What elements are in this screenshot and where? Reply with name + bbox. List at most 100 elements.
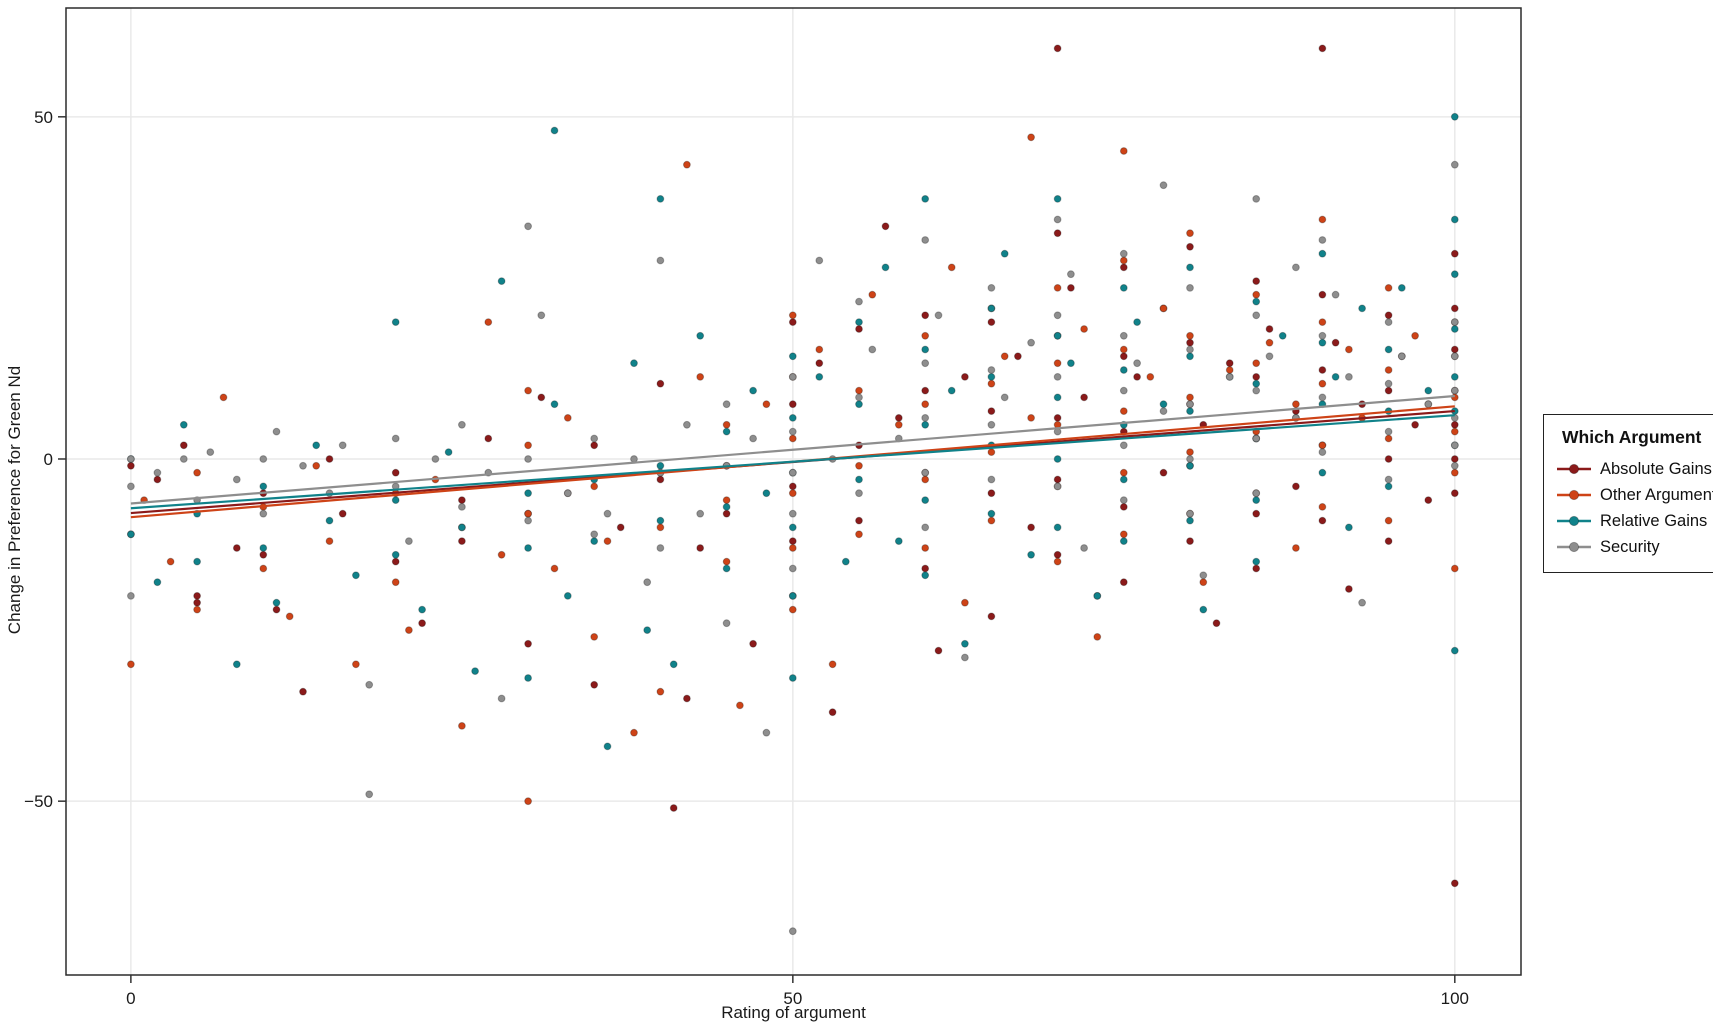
data-point [921,386,930,395]
data-point [590,434,599,443]
data-point [497,694,506,703]
data-point [722,420,731,429]
data-point [312,461,321,470]
x-tick-label: 0 [126,989,135,1008]
data-point [1053,550,1062,559]
data-point [656,516,665,525]
data-point [193,598,202,607]
data-point [1252,290,1261,299]
data-point [788,544,797,552]
data-point [987,420,996,429]
data-point [987,379,996,388]
data-point [1053,44,1062,53]
data-point [179,420,188,429]
data-point [1252,311,1261,320]
data-point [656,195,665,203]
data-point [1186,242,1194,251]
legend-entry-other-argument: Other Argument [1556,482,1713,508]
data-point [1080,393,1088,402]
data-point [921,414,930,422]
data-point [696,331,705,340]
data-point [1252,379,1261,388]
data-point [1159,304,1168,313]
data-point [590,482,599,491]
data-point [788,927,797,936]
data-point [126,461,135,470]
data-point [391,557,400,566]
data-point [1119,331,1128,340]
data-point [630,728,638,737]
data-point [788,414,797,422]
data-point [921,475,930,484]
data-point [1053,229,1062,238]
data-point [1318,290,1327,299]
data-point [1424,400,1433,409]
data-point [232,475,241,484]
data-point [126,530,135,539]
data-point [656,461,665,470]
data-point [987,366,996,374]
data-point [1397,352,1406,361]
data-point [1292,400,1300,409]
data-point [325,537,334,545]
data-point [1186,461,1194,470]
data-point [1186,229,1194,238]
data-point [126,660,135,669]
data-point [683,420,691,429]
y-axis-title: Change in Preference for Green Nd [5,365,24,635]
data-point [921,236,930,244]
data-point [788,489,797,498]
data-point [391,318,400,327]
data-point [961,639,969,648]
data-point [1318,331,1327,340]
data-point [1053,215,1062,224]
y-tick-label: 0 [44,450,53,469]
data-point [749,434,757,443]
data-point [299,461,307,470]
data-point [1318,236,1327,244]
data-point [855,325,863,333]
data-point [259,482,268,491]
data-point [643,626,652,634]
data-point [1252,386,1261,395]
data-point [1053,331,1062,340]
data-point [365,790,374,799]
data-point [987,612,996,621]
data-point [855,400,863,409]
data-point [1093,633,1102,641]
data-point [1133,359,1141,368]
data-point [788,509,797,518]
data-point [1384,455,1393,463]
data-point [1318,44,1327,53]
data-point [391,550,400,559]
legend-key-icon [1557,463,1591,475]
data-point [788,468,797,477]
data-point [1252,496,1261,505]
data-point [1252,564,1261,573]
data-point [669,804,678,812]
data-point [524,544,532,552]
data-point [1450,160,1459,169]
data-point [722,509,731,518]
data-point [1450,393,1459,402]
data-point [1199,578,1208,587]
legend-key-icon [1557,515,1591,527]
data-point [921,468,930,477]
data-point [683,694,691,703]
data-point [815,373,824,381]
data-point [1252,557,1261,566]
data-point [788,400,797,409]
data-point [961,598,969,607]
data-point [788,311,797,320]
data-point [1450,879,1459,888]
data-point [550,564,559,573]
legend-entry-absolute-gains: Absolute Gains [1556,456,1713,482]
data-point [1186,407,1194,416]
data-point [1186,338,1194,347]
data-point [524,516,532,525]
data-point [312,441,321,450]
data-point [987,304,996,313]
data-point [987,475,996,484]
data-point [537,393,546,402]
